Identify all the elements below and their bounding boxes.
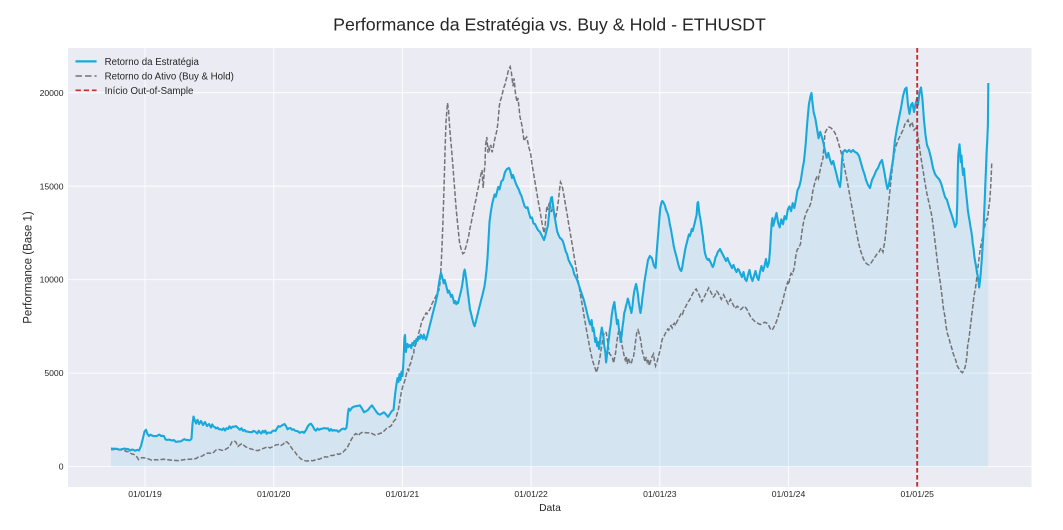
svg-text:01/01/25: 01/01/25 — [900, 489, 934, 499]
svg-text:Data: Data — [539, 503, 561, 514]
svg-text:01/01/22: 01/01/22 — [514, 489, 548, 499]
svg-text:01/01/21: 01/01/21 — [386, 489, 420, 499]
svg-text:01/01/20: 01/01/20 — [257, 489, 291, 499]
svg-text:01/01/24: 01/01/24 — [772, 489, 806, 499]
svg-text:Retorno do Ativo (Buy & Hold): Retorno do Ativo (Buy & Hold) — [105, 72, 234, 83]
svg-text:Performance da Estratégia vs.: Performance da Estratégia vs. Buy & Hold… — [333, 15, 766, 35]
svg-text:Início Out-of-Sample: Início Out-of-Sample — [105, 86, 194, 97]
svg-text:Retorno da Estratégia: Retorno da Estratégia — [105, 57, 200, 68]
svg-text:5000: 5000 — [44, 368, 63, 378]
svg-text:0: 0 — [59, 462, 64, 472]
svg-text:Performance (Base 1): Performance (Base 1) — [23, 211, 35, 324]
svg-text:20000: 20000 — [40, 88, 64, 98]
svg-text:01/01/23: 01/01/23 — [643, 489, 677, 499]
svg-text:01/01/19: 01/01/19 — [128, 489, 162, 499]
svg-text:10000: 10000 — [40, 275, 64, 285]
svg-text:15000: 15000 — [40, 181, 64, 191]
